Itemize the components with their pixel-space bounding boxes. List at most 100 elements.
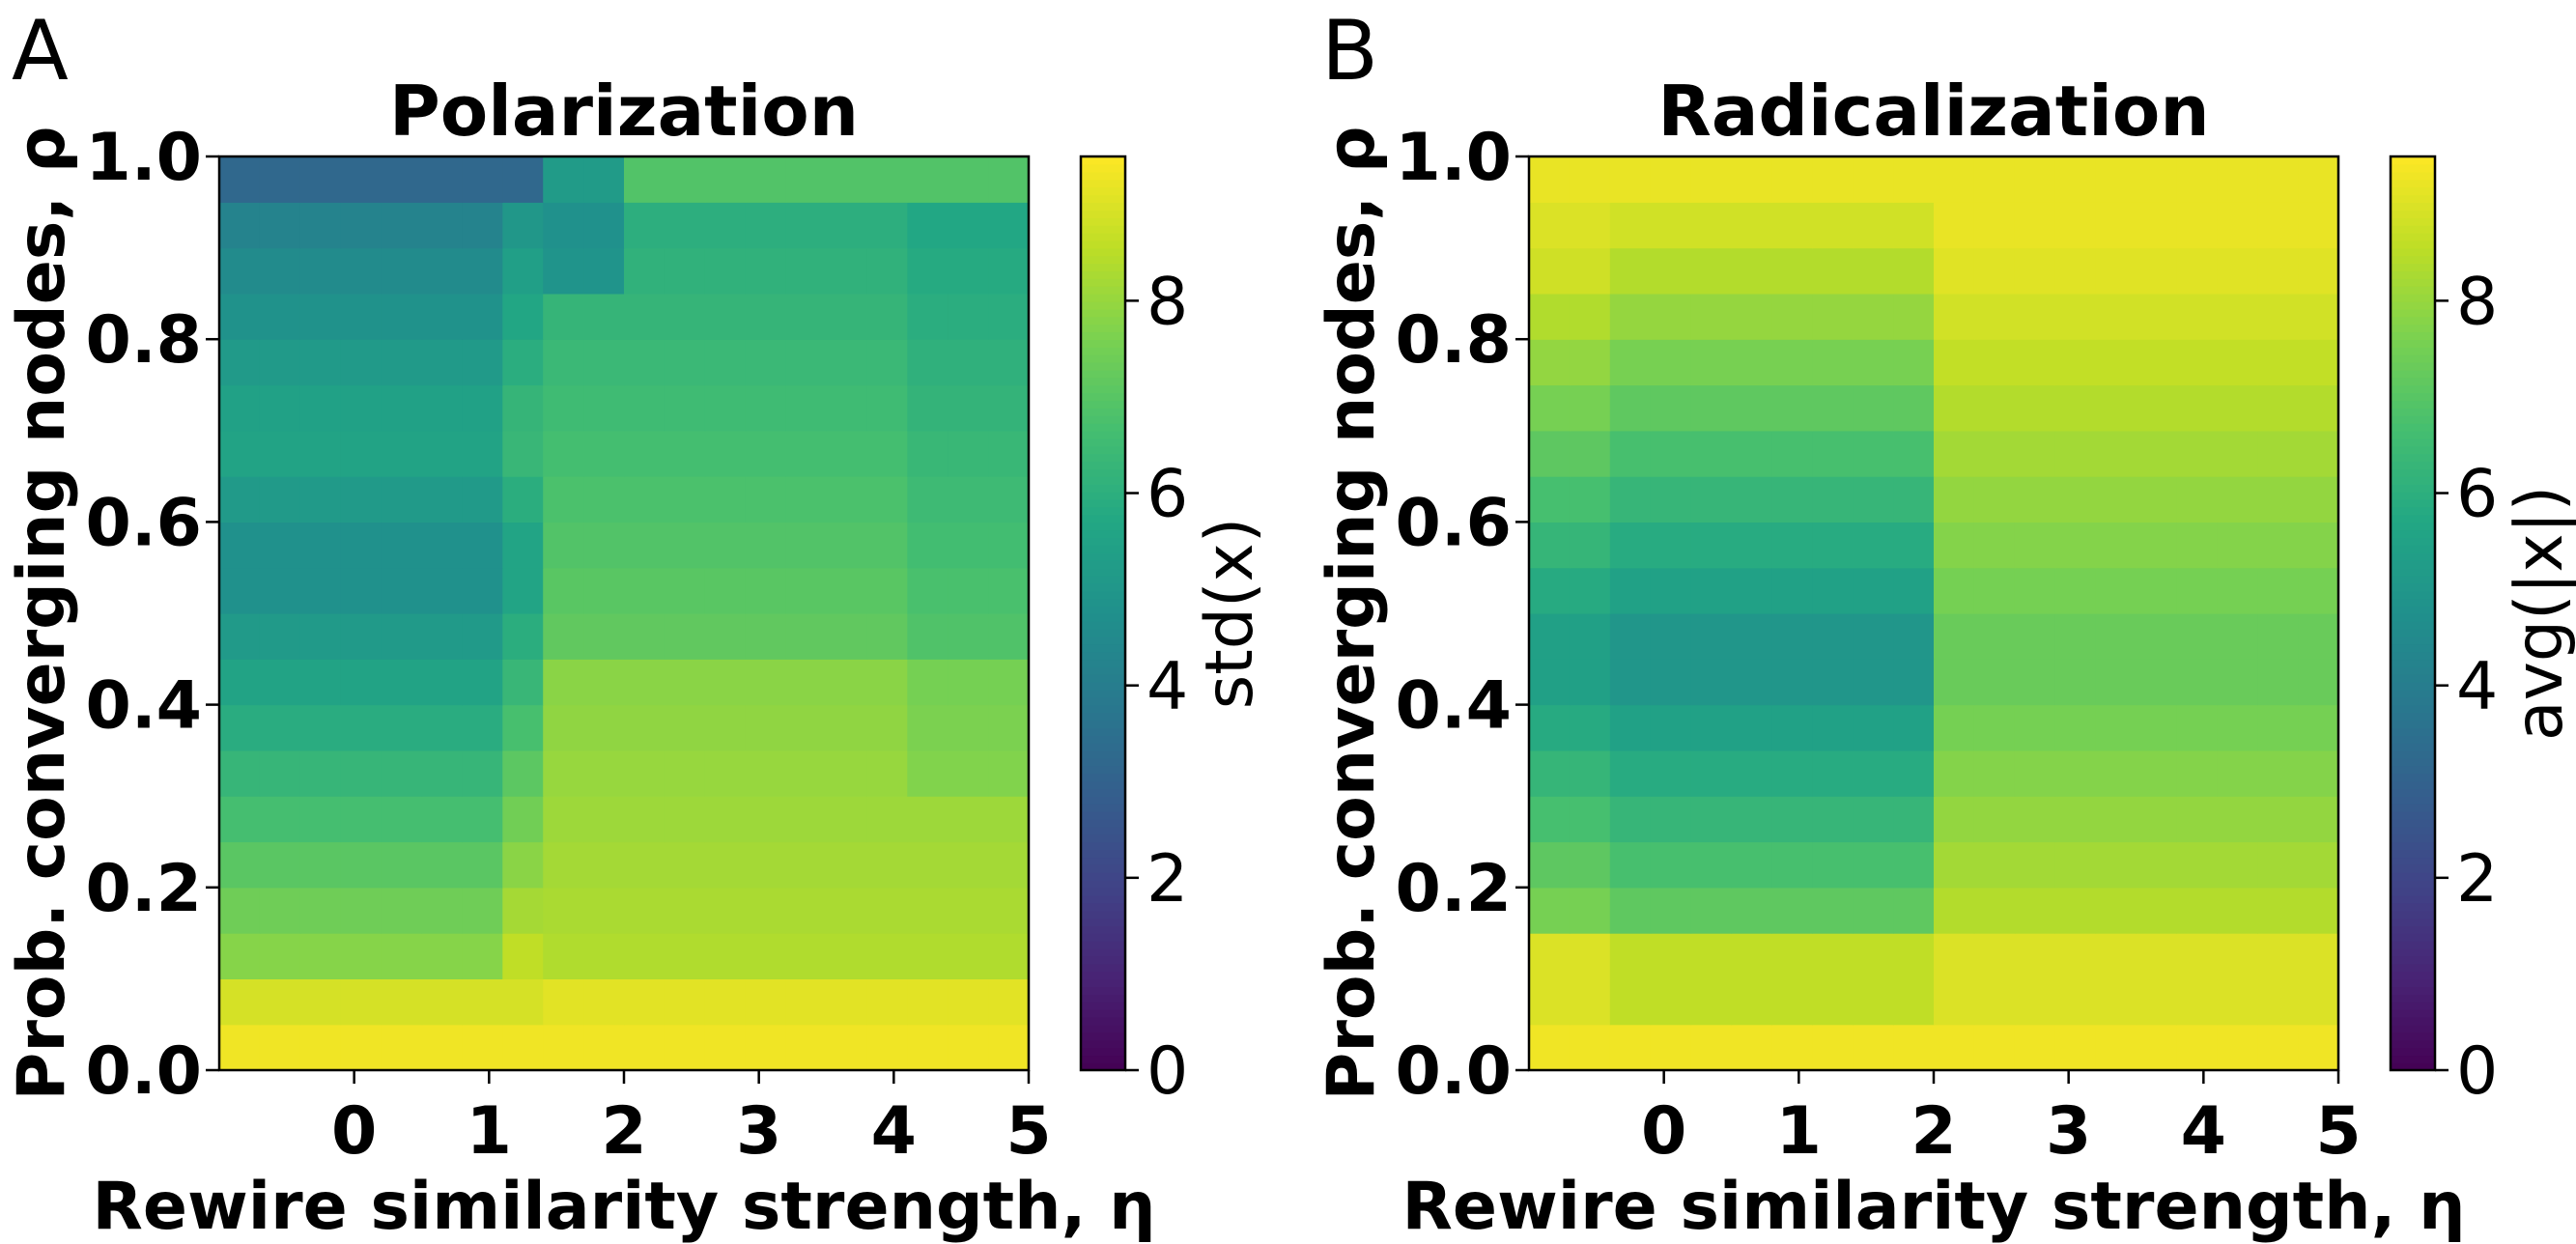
heatmap-cell [2095, 659, 2137, 706]
colorbar-segment [1081, 696, 1125, 706]
heatmap-cell [1569, 749, 1611, 797]
heatmap-cell [745, 430, 787, 477]
heatmap-cell [2136, 841, 2177, 889]
heatmap-cell [2298, 933, 2339, 979]
panel-a-y-ticks: 0.0 0.2 0.4 0.6 0.8 1.0 [86, 120, 219, 1110]
heatmap-cell [704, 476, 747, 523]
heatmap-cell [299, 978, 342, 1026]
colorbar-segment [2391, 910, 2435, 919]
heatmap-cell [259, 522, 301, 569]
heatmap-cell [907, 933, 948, 979]
heatmap-cell [219, 339, 261, 386]
heatmap-cell [1973, 704, 2016, 751]
heatmap-cell [1529, 749, 1571, 797]
heatmap-cell [2054, 247, 2097, 295]
heatmap-cell [1529, 430, 1571, 477]
colorbar-segment [1081, 666, 1125, 675]
heatmap-cell [1853, 202, 1894, 249]
heatmap-cell [948, 978, 989, 1026]
heatmap-cell [219, 659, 261, 706]
heatmap-cell [785, 156, 828, 203]
heatmap-cell [340, 522, 382, 569]
heatmap-cell [381, 430, 423, 477]
y-tick-label: 0.6 [1396, 485, 1512, 561]
colorbar-segment [2391, 202, 2435, 211]
heatmap-cell [1609, 1024, 1652, 1071]
colorbar-segment [1081, 270, 1125, 279]
heatmap-cell [2217, 749, 2258, 797]
heatmap-cell [381, 567, 423, 614]
heatmap-cell [2298, 978, 2339, 1026]
heatmap-cell [1973, 339, 2016, 386]
heatmap-cell [2217, 384, 2258, 432]
heatmap-cell [381, 522, 423, 569]
heatmap-cell [1690, 841, 1733, 889]
heatmap-cell [1690, 476, 1733, 523]
heatmap-cell [2217, 567, 2258, 614]
heatmap-cell [583, 567, 625, 614]
colorbar-segment [1081, 780, 1125, 790]
colorbar-segment [2391, 849, 2435, 859]
heatmap-cell [785, 613, 828, 660]
heatmap-cell [745, 522, 787, 569]
heatmap-cell [907, 887, 948, 934]
heatmap-cell [219, 933, 261, 979]
heatmap-cell [1812, 339, 1854, 386]
heatmap-cell [745, 156, 787, 203]
colorbar-segment [1081, 514, 1125, 523]
heatmap-cell [948, 796, 989, 843]
heatmap-cell [421, 978, 463, 1026]
heatmap-cell [502, 978, 544, 1026]
heatmap-cell [2298, 887, 2339, 934]
y-tick-label: 0.2 [1396, 851, 1512, 927]
colorbar-segment [1081, 810, 1125, 820]
heatmap-cell [1853, 887, 1894, 934]
heatmap-cell [866, 887, 908, 934]
colorbar-segment [1081, 476, 1125, 485]
heatmap-cell [1529, 887, 1571, 934]
heatmap-cell [381, 659, 423, 706]
heatmap-cell [381, 339, 423, 386]
heatmap-cell [543, 522, 584, 569]
heatmap-cell [299, 202, 342, 249]
heatmap-cell [624, 384, 665, 432]
heatmap-cell [988, 933, 1030, 979]
heatmap-cell [583, 704, 625, 751]
heatmap-cell [1853, 293, 1894, 340]
heatmap-cell [866, 293, 908, 340]
heatmap-cell [583, 978, 625, 1026]
heatmap-cell [624, 796, 665, 843]
colorbar-segment [1081, 804, 1125, 812]
heatmap-cell [299, 749, 342, 797]
heatmap-cell [2136, 978, 2177, 1026]
heatmap-cell [1853, 339, 1894, 386]
heatmap-cell [421, 567, 463, 614]
heatmap-cell [624, 293, 665, 340]
heatmap-cell [624, 613, 665, 660]
heatmap-cell [2176, 247, 2218, 295]
heatmap-cell [785, 933, 828, 979]
heatmap-cell [1771, 933, 1813, 979]
heatmap-cell [1893, 887, 1935, 934]
colorbar-segment [1081, 255, 1125, 265]
heatmap-cell [624, 156, 665, 203]
colorbar-segment [1081, 369, 1125, 379]
heatmap-cell [1529, 293, 1571, 340]
heatmap-cell [2136, 659, 2177, 706]
heatmap-cell [1893, 567, 1935, 614]
x-tick-label: 5 [2315, 1093, 2361, 1170]
x-tick-label: 4 [2181, 1093, 2226, 1170]
colorbar-segment [2391, 300, 2435, 310]
colorbar-segment [2391, 666, 2435, 675]
colorbar-segment [1081, 263, 1125, 272]
heatmap-cell [624, 522, 665, 569]
heatmap-cell [1569, 841, 1611, 889]
colorbar-segment [2391, 918, 2435, 927]
heatmap-cell [1609, 933, 1652, 979]
heatmap-cell [1934, 247, 1975, 295]
colorbar-segment [1081, 606, 1125, 614]
heatmap-cell [502, 247, 544, 295]
colorbar-segment [1081, 529, 1125, 538]
colorbar-segment [2391, 217, 2435, 226]
heatmap-cell [1650, 522, 1692, 569]
